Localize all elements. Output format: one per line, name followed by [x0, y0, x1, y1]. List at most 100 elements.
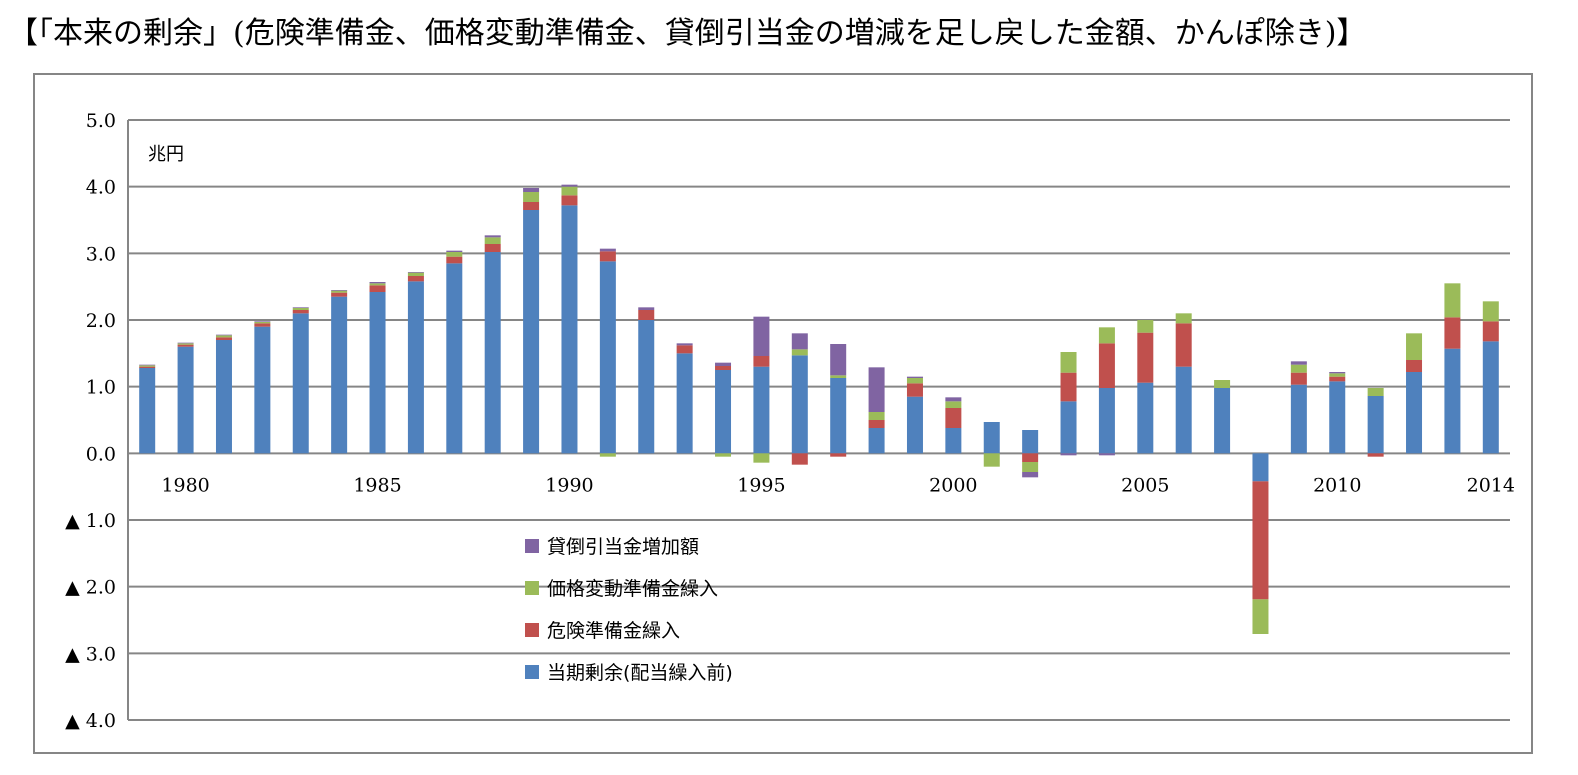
bar-segment	[1098, 388, 1115, 454]
bar-segment	[791, 453, 808, 465]
bar-segment	[561, 184, 578, 187]
bar-segment	[945, 397, 962, 402]
bar-segment	[676, 343, 693, 346]
bar-segment	[1482, 321, 1499, 342]
bar-segment	[139, 368, 156, 454]
bar-layer	[139, 184, 1499, 634]
bar-segment	[983, 453, 1000, 467]
bar-segment	[1367, 388, 1384, 396]
bar-segment	[215, 335, 232, 338]
bar-segment	[753, 453, 770, 463]
bar-segment	[868, 428, 885, 454]
bar-segment	[1175, 313, 1192, 324]
bar-segment	[139, 366, 156, 368]
bar-segment	[1214, 380, 1231, 388]
bar-segment	[1367, 396, 1384, 454]
bar-segment	[945, 408, 962, 428]
bar-segment	[369, 283, 386, 286]
chart-title: 【「本来の剰余」(危険準備金、価格変動準備金、貸倒引当金の増減を足し戻した金額、…	[8, 16, 1367, 51]
bar-segment	[1060, 453, 1077, 456]
y-tick-label: 2.0	[86, 310, 116, 332]
bar-segment	[446, 256, 463, 264]
bar-segment	[1252, 453, 1269, 482]
y-tick-label: ▲ 1.0	[65, 510, 116, 532]
bar-segment	[292, 313, 309, 454]
bar-segment	[1406, 360, 1423, 372]
bar-segment	[676, 345, 693, 354]
bar-segment	[791, 333, 808, 350]
bar-segment	[1290, 364, 1307, 373]
bar-segment	[906, 378, 923, 384]
bar-segment	[331, 290, 348, 293]
bar-segment	[599, 251, 616, 262]
axis-layer: 5.0 4.0 3.0 2.0 1.0 0.0 ▲ 1.0 ▲ 2.0 ▲ 3.0 ▲ 4.0 兆円…	[65, 110, 1515, 732]
bar-segment	[1060, 372, 1077, 402]
bar-segment	[868, 412, 885, 420]
bar-segment	[1022, 430, 1039, 454]
bar-segment	[1482, 301, 1499, 322]
legend-label: 価格変動準備金繰入	[547, 578, 718, 600]
bar-segment	[715, 366, 732, 370]
y-tick-label: ▲ 4.0	[65, 710, 116, 732]
bar-segment	[523, 202, 540, 210]
bar-segment	[1444, 348, 1461, 454]
x-tick-label: 2005	[1121, 474, 1169, 496]
bar-segment	[791, 355, 808, 454]
bar-segment	[830, 378, 847, 454]
bar-segment	[638, 310, 655, 320]
bar-segment	[1060, 401, 1077, 454]
legend-swatch	[525, 539, 539, 553]
grid-layer	[128, 119, 1510, 721]
bar-segment	[1444, 317, 1461, 349]
bar-segment	[715, 370, 732, 454]
bar-segment	[331, 290, 348, 291]
bar-segment	[1137, 382, 1154, 454]
bar-segment	[254, 326, 271, 454]
bar-segment	[599, 453, 616, 457]
bar-segment	[906, 383, 923, 397]
bar-segment	[407, 276, 424, 282]
x-tick-label: 2014	[1467, 474, 1515, 496]
x-tick-label: 2000	[929, 474, 977, 496]
bar-segment	[1175, 366, 1192, 454]
bar-segment	[1098, 343, 1115, 388]
bar-segment	[177, 342, 194, 344]
bar-segment	[254, 321, 271, 322]
bar-segment	[1022, 462, 1039, 472]
bar-segment	[791, 349, 808, 356]
bar-segment	[446, 252, 463, 257]
bar-segment	[1329, 372, 1346, 374]
bar-segment	[139, 364, 156, 366]
bar-segment	[715, 362, 732, 366]
bar-segment	[1137, 332, 1154, 383]
bar-segment	[254, 322, 271, 324]
bar-segment	[1290, 384, 1307, 454]
bar-segment	[1406, 372, 1423, 454]
bar-segment	[868, 367, 885, 412]
bar-segment	[638, 320, 655, 454]
bar-segment	[331, 292, 348, 297]
bar-segment	[715, 453, 732, 457]
bar-segment	[1175, 323, 1192, 367]
bar-segment	[484, 244, 501, 252]
bar-segment	[1329, 376, 1346, 382]
y-tick-label: 4.0	[86, 177, 116, 199]
bar-segment	[177, 346, 194, 454]
y-tick-label: ▲ 2.0	[65, 577, 116, 599]
x-tick-label: 2010	[1313, 474, 1361, 496]
bar-segment	[1290, 361, 1307, 365]
bar-segment	[599, 261, 616, 454]
bar-segment	[753, 316, 770, 356]
bar-segment	[945, 401, 962, 408]
chart-svg: 5.0 4.0 3.0 2.0 1.0 0.0 ▲ 1.0 ▲ 2.0 ▲ 3.0 ▲ 4.0 兆円…	[65, 110, 1515, 732]
bar-segment	[1406, 333, 1423, 360]
bar-segment	[1482, 341, 1499, 454]
bar-segment	[292, 310, 309, 314]
bar-segment	[753, 366, 770, 454]
bar-segment	[1022, 472, 1039, 478]
bar-segment	[676, 353, 693, 454]
x-tick-label: 1990	[545, 474, 593, 496]
bar-segment	[830, 375, 847, 378]
bar-segment	[1098, 453, 1115, 456]
